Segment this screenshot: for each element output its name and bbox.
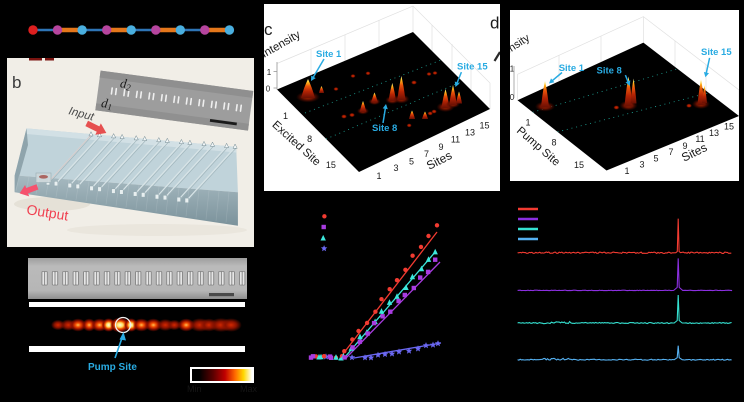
svg-text:1: 1 <box>267 68 272 77</box>
svg-text:8: 8 <box>551 138 556 148</box>
svg-text:c: c <box>264 20 273 39</box>
svg-text:Site 8: Site 8 <box>597 66 622 77</box>
svg-text:13: 13 <box>709 128 719 138</box>
svg-text:Site 1: Site 1 <box>316 49 342 60</box>
svg-text:1: 1 <box>510 65 515 74</box>
svg-text:11: 11 <box>451 135 460 145</box>
svg-text:Site 1: Site 1 <box>559 63 585 74</box>
svg-text:0: 0 <box>266 85 271 94</box>
svg-text:7: 7 <box>668 147 673 157</box>
svg-text:7: 7 <box>424 149 429 159</box>
svg-text:15: 15 <box>326 160 336 170</box>
svg-text:8: 8 <box>307 134 312 144</box>
svg-text:5: 5 <box>409 157 414 167</box>
svg-text:15: 15 <box>724 122 734 132</box>
svg-text:Site 15: Site 15 <box>457 62 488 73</box>
svg-text:9: 9 <box>438 142 443 152</box>
svg-text:15: 15 <box>479 121 489 131</box>
svg-text:1: 1 <box>376 171 381 181</box>
svg-text:0: 0 <box>510 93 515 102</box>
svg-text:Output: Output <box>26 201 70 223</box>
svg-text:1: 1 <box>624 166 629 176</box>
svg-text:9: 9 <box>682 141 687 151</box>
svg-text:Site 15: Site 15 <box>701 47 732 58</box>
svg-text:Site 8: Site 8 <box>372 123 397 134</box>
svg-text:Input: Input <box>67 105 96 123</box>
svg-text:1: 1 <box>283 111 288 121</box>
svg-text:15: 15 <box>574 160 584 170</box>
svg-text:3: 3 <box>393 163 398 173</box>
svg-text:b: b <box>12 73 21 92</box>
svg-text:13: 13 <box>465 128 475 138</box>
svg-text:11: 11 <box>695 134 704 144</box>
svg-text:5: 5 <box>653 154 658 164</box>
svg-text:3: 3 <box>639 160 644 170</box>
svg-text:d: d <box>490 14 499 33</box>
svg-text:1: 1 <box>525 118 530 128</box>
svg-text:Pump Site: Pump Site <box>88 362 137 373</box>
